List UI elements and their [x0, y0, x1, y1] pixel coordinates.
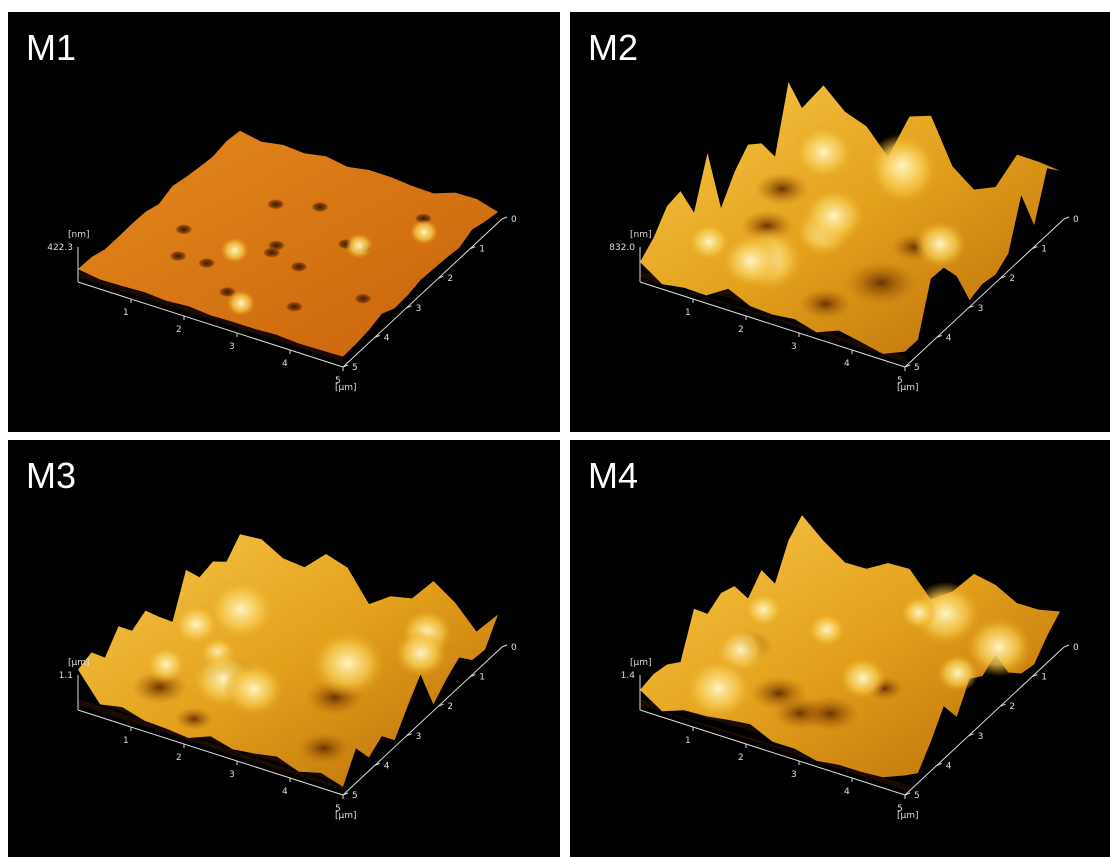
y-tick-label: 1 [1041, 245, 1047, 255]
page: [nm] 422.3 1 2 3 4 5 0 1 2 3 4 5 [μm] M1 [nm] 832.0 1 2 3 4 5… [0, 0, 1110, 857]
surface-peak [792, 124, 854, 180]
y-tick-label: 0 [1073, 643, 1079, 653]
surface-pit [290, 261, 308, 272]
surface-peak [937, 654, 979, 692]
y-tick-label: 2 [447, 274, 453, 284]
y-tick-label: 0 [511, 643, 517, 653]
xy-unit: [μm] [897, 383, 919, 393]
surface-peak [839, 657, 887, 700]
z-max: 1.1 [59, 671, 73, 681]
x-tick-label: 1 [123, 308, 129, 318]
z-unit: [nm] [68, 230, 90, 240]
y-tick-label: 5 [914, 791, 920, 801]
y-tick-label: 1 [479, 245, 485, 255]
y-tick-label: 4 [946, 761, 952, 771]
x-tick-label: 1 [123, 736, 129, 746]
y-tick-label: 4 [946, 333, 952, 343]
x-tick-label: 3 [791, 770, 797, 780]
y-tick-label: 0 [511, 215, 517, 225]
y-tick-label: 3 [978, 732, 984, 742]
y-tick-label: 5 [352, 363, 358, 373]
z-unit: [nm] [630, 230, 652, 240]
surface-peak [743, 592, 783, 628]
surface-pit [311, 202, 329, 213]
y-tick-label: 5 [914, 363, 920, 373]
surface-pit [285, 301, 303, 312]
y-tick-label: 2 [1009, 274, 1015, 284]
surface-peak [310, 630, 385, 697]
surface-peak [145, 646, 186, 683]
z-unit: [μm] [630, 658, 652, 668]
z-max: 1.4 [621, 671, 636, 681]
x-tick-label: 1 [685, 736, 691, 746]
y-tick-label: 1 [1041, 673, 1047, 683]
y-tick-label: 2 [447, 702, 453, 712]
y-tick-label: 3 [416, 304, 422, 314]
surface-peak [172, 603, 219, 645]
x-tick-label: 4 [282, 359, 288, 369]
x-tick-label: 2 [176, 325, 182, 335]
surface-peak [221, 238, 249, 263]
x-tick-label: 3 [229, 770, 235, 780]
surface-pit [263, 247, 281, 258]
y-tick-label: 2 [1009, 702, 1015, 712]
surface-pit [750, 676, 807, 710]
surface-peak [914, 220, 967, 268]
x-tick-label: 3 [791, 342, 797, 352]
z-max: 422.3 [47, 243, 73, 253]
x-tick-label: 2 [738, 753, 744, 763]
surface-pit [801, 696, 860, 732]
surface-pit [799, 288, 851, 319]
surface-pit [845, 261, 918, 305]
panel-label: M1 [26, 27, 76, 68]
x-tick-label: 4 [282, 787, 288, 797]
y-tick-label: 4 [384, 333, 390, 343]
y-tick-label: 3 [416, 732, 422, 742]
panel-label: M4 [588, 455, 638, 496]
surface-peak [802, 187, 866, 245]
surface-peak [807, 612, 846, 647]
surface-peak [721, 234, 781, 288]
panel-label: M3 [26, 455, 76, 496]
y-tick-label: 3 [978, 304, 984, 314]
z-max: 832.0 [609, 243, 635, 253]
y-tick-label: 1 [479, 673, 485, 683]
xy-unit: [μm] [897, 811, 919, 821]
surface-pit [755, 173, 809, 205]
x-tick-label: 3 [229, 342, 235, 352]
surface-pit [198, 258, 216, 269]
x-tick-label: 2 [176, 753, 182, 763]
surface-peak [223, 661, 284, 716]
y-tick-label: 4 [384, 761, 390, 771]
surface-pit [298, 733, 350, 764]
surface-pit [175, 224, 193, 235]
surface-pit [267, 199, 285, 210]
xy-unit: [μm] [335, 383, 357, 393]
surface-peak [227, 291, 255, 316]
surface-pit [175, 707, 213, 730]
surface-peak [345, 233, 373, 258]
x-tick-label: 2 [738, 325, 744, 335]
x-tick-label: 4 [844, 359, 850, 369]
x-tick-label: 4 [844, 787, 850, 797]
y-tick-label: 0 [1073, 215, 1079, 225]
surface-peak [684, 657, 754, 720]
y-tick-label: 5 [352, 791, 358, 801]
surface-peak [395, 629, 447, 676]
surface-pit [354, 293, 372, 304]
z-unit: [μm] [68, 658, 90, 668]
surface-peak [410, 219, 438, 244]
surface-peak [867, 134, 938, 198]
x-tick-label: 1 [685, 308, 691, 318]
figure: [nm] 422.3 1 2 3 4 5 0 1 2 3 4 5 [μm] M1 [nm] 832.0 1 2 3 4 5… [0, 0, 1110, 857]
surface-pit [169, 251, 187, 262]
panel-label: M2 [588, 27, 638, 68]
xy-unit: [μm] [335, 811, 357, 821]
surface-peak [900, 596, 937, 629]
